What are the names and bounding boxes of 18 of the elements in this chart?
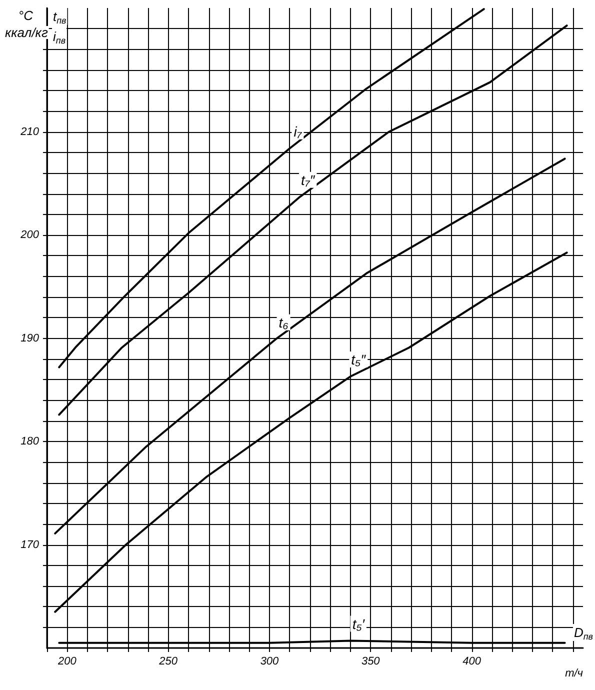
y-axis-title: °C: [18, 8, 34, 23]
x-tick-label: 400: [462, 656, 482, 668]
series-label: i₇: [294, 123, 303, 140]
series-label: t₆: [278, 314, 289, 330]
series-label: t₅′: [352, 616, 366, 632]
series-label: t₅″: [351, 352, 367, 368]
y-tick-label: 180: [20, 436, 40, 448]
y-tick-label: 200: [20, 229, 40, 242]
x-tick-label: 350: [361, 656, 381, 668]
x-tick-label: 250: [158, 656, 178, 668]
x-tick-label: 300: [260, 656, 280, 668]
annotation: ккал/кг: [5, 25, 48, 40]
x-axis-title: т/ч: [565, 668, 584, 680]
y-tick-label: 210: [20, 126, 40, 138]
y-tick-label: 190: [20, 332, 40, 344]
y-tick-label: 170: [20, 538, 40, 551]
series-label: t₇″: [300, 172, 316, 188]
x-tick-label: 200: [57, 656, 78, 668]
